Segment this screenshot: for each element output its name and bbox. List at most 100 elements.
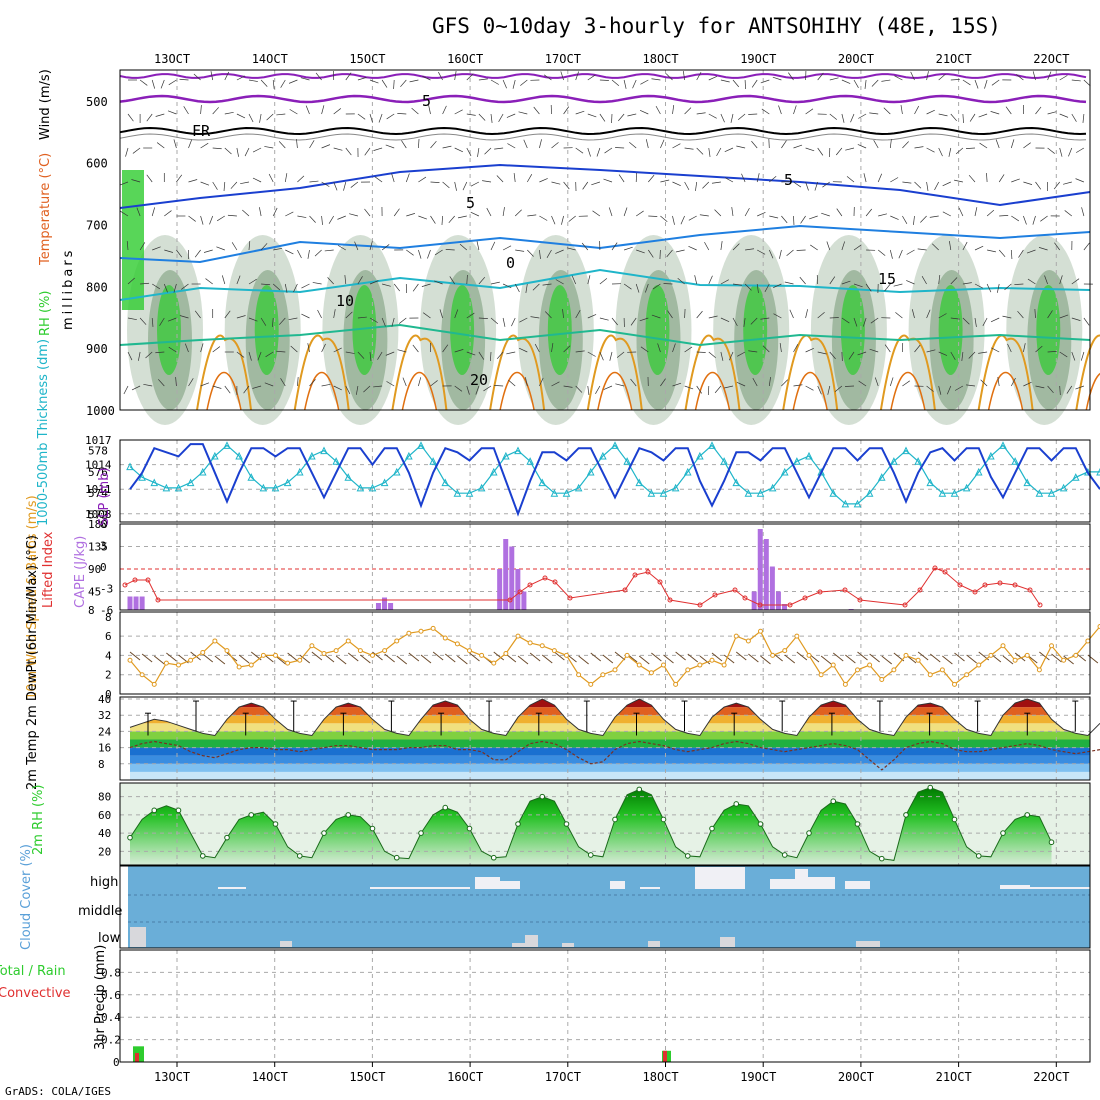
wind-barb — [857, 351, 867, 356]
wind-barb-10m — [153, 655, 165, 665]
wind-barb — [926, 181, 929, 191]
wind-barb — [1004, 283, 1012, 291]
wind-barb — [466, 147, 472, 157]
wind-barb — [184, 343, 189, 353]
thickness-point — [441, 478, 450, 487]
wind-barb — [599, 351, 604, 361]
wind-speed-point — [515, 633, 521, 639]
contour-label: 5 — [466, 194, 475, 212]
wind-barb — [884, 344, 891, 353]
wind-barb — [200, 181, 210, 186]
wind-barb-10m — [699, 655, 711, 665]
wind-barb — [817, 351, 827, 355]
wind-barb — [490, 317, 499, 325]
wind-barb — [391, 173, 395, 183]
wind-barb — [950, 79, 960, 81]
temp-band — [130, 755, 1090, 764]
wind-barb — [393, 283, 401, 292]
slp-axis-label: SLP (mb) — [97, 467, 112, 526]
wind-speed-point — [370, 652, 375, 658]
wind-speed-point — [685, 667, 691, 673]
wind-barb — [1038, 247, 1048, 251]
wind-barb — [259, 113, 262, 123]
wind-barb — [708, 147, 711, 157]
wind-barb — [910, 71, 915, 81]
wind-barb — [466, 113, 476, 116]
wind-barb-10m — [602, 654, 614, 664]
wind-barb — [949, 241, 952, 251]
wind-barb — [696, 385, 703, 394]
wind-tick-label: 2 — [105, 669, 112, 682]
wind-barb — [223, 181, 226, 191]
wind-barb — [227, 214, 237, 217]
wind-barb — [173, 139, 177, 149]
thickness-point — [671, 483, 680, 492]
wind-speed-point — [151, 681, 157, 687]
wind-barb — [999, 215, 1009, 217]
wind-barb — [125, 147, 129, 157]
wind-barb — [160, 79, 165, 89]
wind-barb — [858, 380, 867, 387]
thickness-point — [198, 467, 207, 476]
rh-point — [781, 852, 788, 858]
rh-moist-core — [938, 285, 963, 375]
wind-barb — [990, 111, 1000, 115]
wind-barb — [720, 241, 723, 251]
precip-frame — [119, 949, 1091, 1063]
wind-barb — [772, 76, 782, 81]
wind-barb — [623, 207, 628, 217]
wind-barb — [543, 74, 552, 81]
wind-barb-10m — [881, 655, 893, 665]
wind-barb — [212, 385, 222, 389]
rh-point — [515, 821, 521, 827]
wind-barb — [430, 215, 436, 224]
wind-barb — [478, 317, 488, 319]
wind-barb-10m — [360, 654, 371, 664]
wind-barb — [527, 249, 534, 257]
temperature-contour-30 — [597, 372, 633, 411]
wind-speed-point — [309, 643, 315, 649]
wind-barb — [894, 75, 903, 81]
temp-band — [130, 739, 1090, 748]
wind-barb — [266, 113, 274, 121]
wind-barb — [652, 283, 661, 290]
wind-barb — [1071, 317, 1081, 321]
wind-barb — [434, 249, 443, 256]
wind-barb — [1023, 343, 1026, 353]
wind-barb — [848, 351, 855, 360]
wind-barb — [301, 283, 310, 289]
wind-barb — [212, 107, 219, 115]
wind-barb — [1059, 385, 1061, 396]
wind-barb — [544, 311, 552, 319]
wind-barb — [1032, 71, 1036, 81]
wind-barb — [736, 145, 746, 149]
temp-tick-label: 24 — [98, 725, 112, 738]
wind-tick-label: 0 — [105, 688, 112, 701]
wind-barb — [651, 78, 661, 81]
temp-band — [130, 707, 1090, 716]
wind-barb — [836, 208, 843, 217]
wind-barb — [539, 178, 548, 183]
temperature-contour-30 — [206, 372, 242, 411]
temp-band — [130, 731, 1090, 740]
wind-barb — [139, 79, 148, 86]
wind-barb — [248, 317, 258, 322]
slp-tick-label: 1014 — [85, 459, 112, 472]
precip-tick-label: 0.2 — [101, 1034, 121, 1047]
panel-frames — [119, 69, 1091, 1067]
precip-total-legend: Total / Rain — [0, 964, 66, 979]
wind-frame — [119, 611, 1091, 695]
wind-barb — [442, 145, 452, 149]
cape-bar — [509, 546, 515, 610]
wind-barb — [449, 276, 455, 285]
lifted-index-point — [742, 595, 748, 601]
thickness-point — [829, 489, 838, 497]
wind-barb — [603, 178, 613, 183]
wind-speed-point — [430, 625, 436, 631]
wind-barb — [502, 245, 512, 251]
wind-barb-10m — [529, 652, 541, 662]
wind-barb — [418, 377, 422, 387]
wind-barb — [920, 215, 927, 223]
wind-barb — [561, 215, 564, 225]
wind-barb — [560, 71, 564, 81]
